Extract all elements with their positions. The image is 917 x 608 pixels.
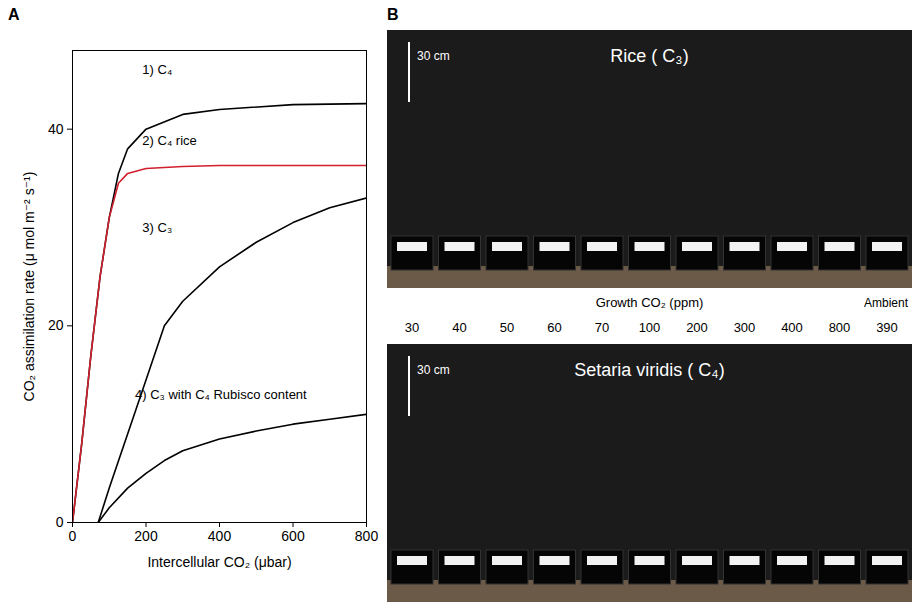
svg-text:600: 600 [281, 528, 305, 544]
svg-text:200: 200 [134, 528, 158, 544]
svg-text:Setaria viridis ( C₄): Setaria viridis ( C₄) [574, 360, 724, 380]
svg-text:400: 400 [781, 320, 803, 335]
svg-text:4) C₃ with C₄ Rubisco content: 4) C₃ with C₄ Rubisco content [135, 387, 307, 402]
svg-text:200: 200 [686, 320, 708, 335]
svg-text:60: 60 [547, 320, 561, 335]
svg-text:Intercellular CO₂ (μbar): Intercellular CO₂ (μbar) [147, 554, 291, 570]
svg-text:50: 50 [500, 320, 514, 335]
svg-text:2) C₄ rice: 2) C₄ rice [142, 133, 196, 148]
svg-text:3) C₃: 3) C₃ [142, 220, 172, 235]
svg-text:1) C₄: 1) C₄ [142, 62, 172, 77]
svg-text:40: 40 [48, 121, 64, 137]
svg-text:Growth CO₂ (ppm): Growth CO₂ (ppm) [596, 295, 704, 310]
svg-text:70: 70 [595, 320, 609, 335]
svg-text:40: 40 [452, 320, 466, 335]
svg-text:30 cm: 30 cm [417, 363, 450, 377]
svg-text:0: 0 [56, 514, 64, 530]
svg-text:20: 20 [48, 317, 64, 333]
svg-text:400: 400 [208, 528, 232, 544]
svg-text:100: 100 [639, 320, 661, 335]
svg-text:30: 30 [405, 320, 419, 335]
svg-text:30 cm: 30 cm [417, 49, 450, 63]
svg-text:800: 800 [355, 528, 379, 544]
svg-text:CO₂ assimilation rate (μ mol m: CO₂ assimilation rate (μ mol m⁻² s⁻¹) [21, 172, 37, 402]
svg-text:800: 800 [829, 320, 851, 335]
svg-text:Rice ( C₃): Rice ( C₃) [610, 46, 688, 66]
html-text:B: B [387, 6, 399, 23]
svg-text:Ambient: Ambient [864, 296, 909, 310]
svg-text:0: 0 [69, 528, 77, 544]
svg-text:390: 390 [876, 320, 898, 335]
svg-text:300: 300 [734, 320, 756, 335]
html-text:A: A [8, 6, 20, 23]
